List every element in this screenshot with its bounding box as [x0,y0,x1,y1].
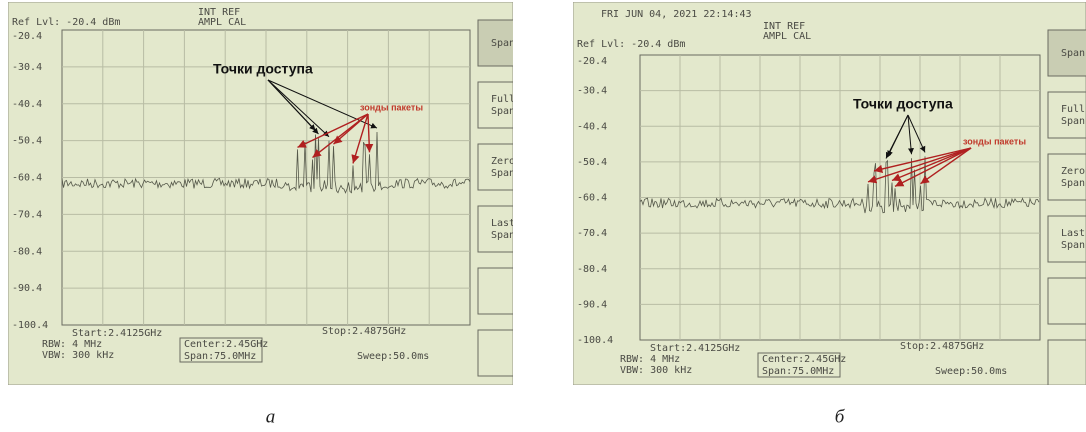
span: Span:75.0MHz [762,366,834,377]
sweep: Sweep:50.0ms [357,351,429,362]
y-label: -100.4 [577,335,613,346]
ref-level: Ref Lvl: -20.4 dBm [12,17,120,28]
y-label: -70.4 [12,209,42,220]
y-label: -20.4 [577,56,607,67]
sweep: Sweep:50.0ms [935,366,1007,377]
vbw: VBW: 300 kHz [42,350,114,361]
probe-packets: зонды пакеты [963,136,1026,146]
stop: Stop:2.4875GHz [322,326,406,337]
span: Span:75.0MHz [184,351,256,362]
y-label: -60.4 [12,173,42,184]
soft-key-label: Span [491,38,515,49]
y-label: -30.4 [577,86,607,97]
y-label: -50.4 [577,157,607,168]
center: Center:2.45GHz [184,339,268,350]
start: Start:2.4125GHz [650,343,740,354]
y-label: -20.4 [12,31,42,42]
access-points: Точки доступа [213,61,313,77]
screen [573,2,1086,385]
y-label: -40.4 [577,121,607,132]
soft-key-label: Span [1061,48,1085,59]
rbw: RBW: 4 MHz [42,339,102,350]
ref-level: Ref Lvl: -20.4 dBm [577,39,685,50]
center: Center:2.45GHz [762,354,846,365]
y-label: -100.4 [12,320,48,331]
date: FRI JUN 04, 2021 22:14:43 [601,9,752,20]
ampl: AMPL CAL [198,17,246,28]
y-label: -90.4 [577,299,607,310]
ampl: AMPL CAL [763,31,811,42]
y-label: -80.4 [12,246,42,257]
start: Start:2.4125GHz [72,328,162,339]
probe-packets: зонды пакеты [360,102,423,112]
y-label: -50.4 [12,136,42,147]
caption: б [835,406,846,427]
access-points: Точки доступа [853,96,953,112]
y-label: -40.4 [12,99,42,110]
y-label: -80.4 [577,264,607,275]
caption: а [266,406,276,427]
y-label: -70.4 [577,228,607,239]
y-label: -30.4 [12,62,42,73]
vbw: VBW: 300 kHz [620,365,692,376]
figure: аINT REFAMPL CALRef Lvl: -20.4 dBm-20.4-… [0,0,1086,432]
y-label: -90.4 [12,283,42,294]
rbw: RBW: 4 MHz [620,354,680,365]
stop: Stop:2.4875GHz [900,341,984,352]
y-label: -60.4 [577,193,607,204]
